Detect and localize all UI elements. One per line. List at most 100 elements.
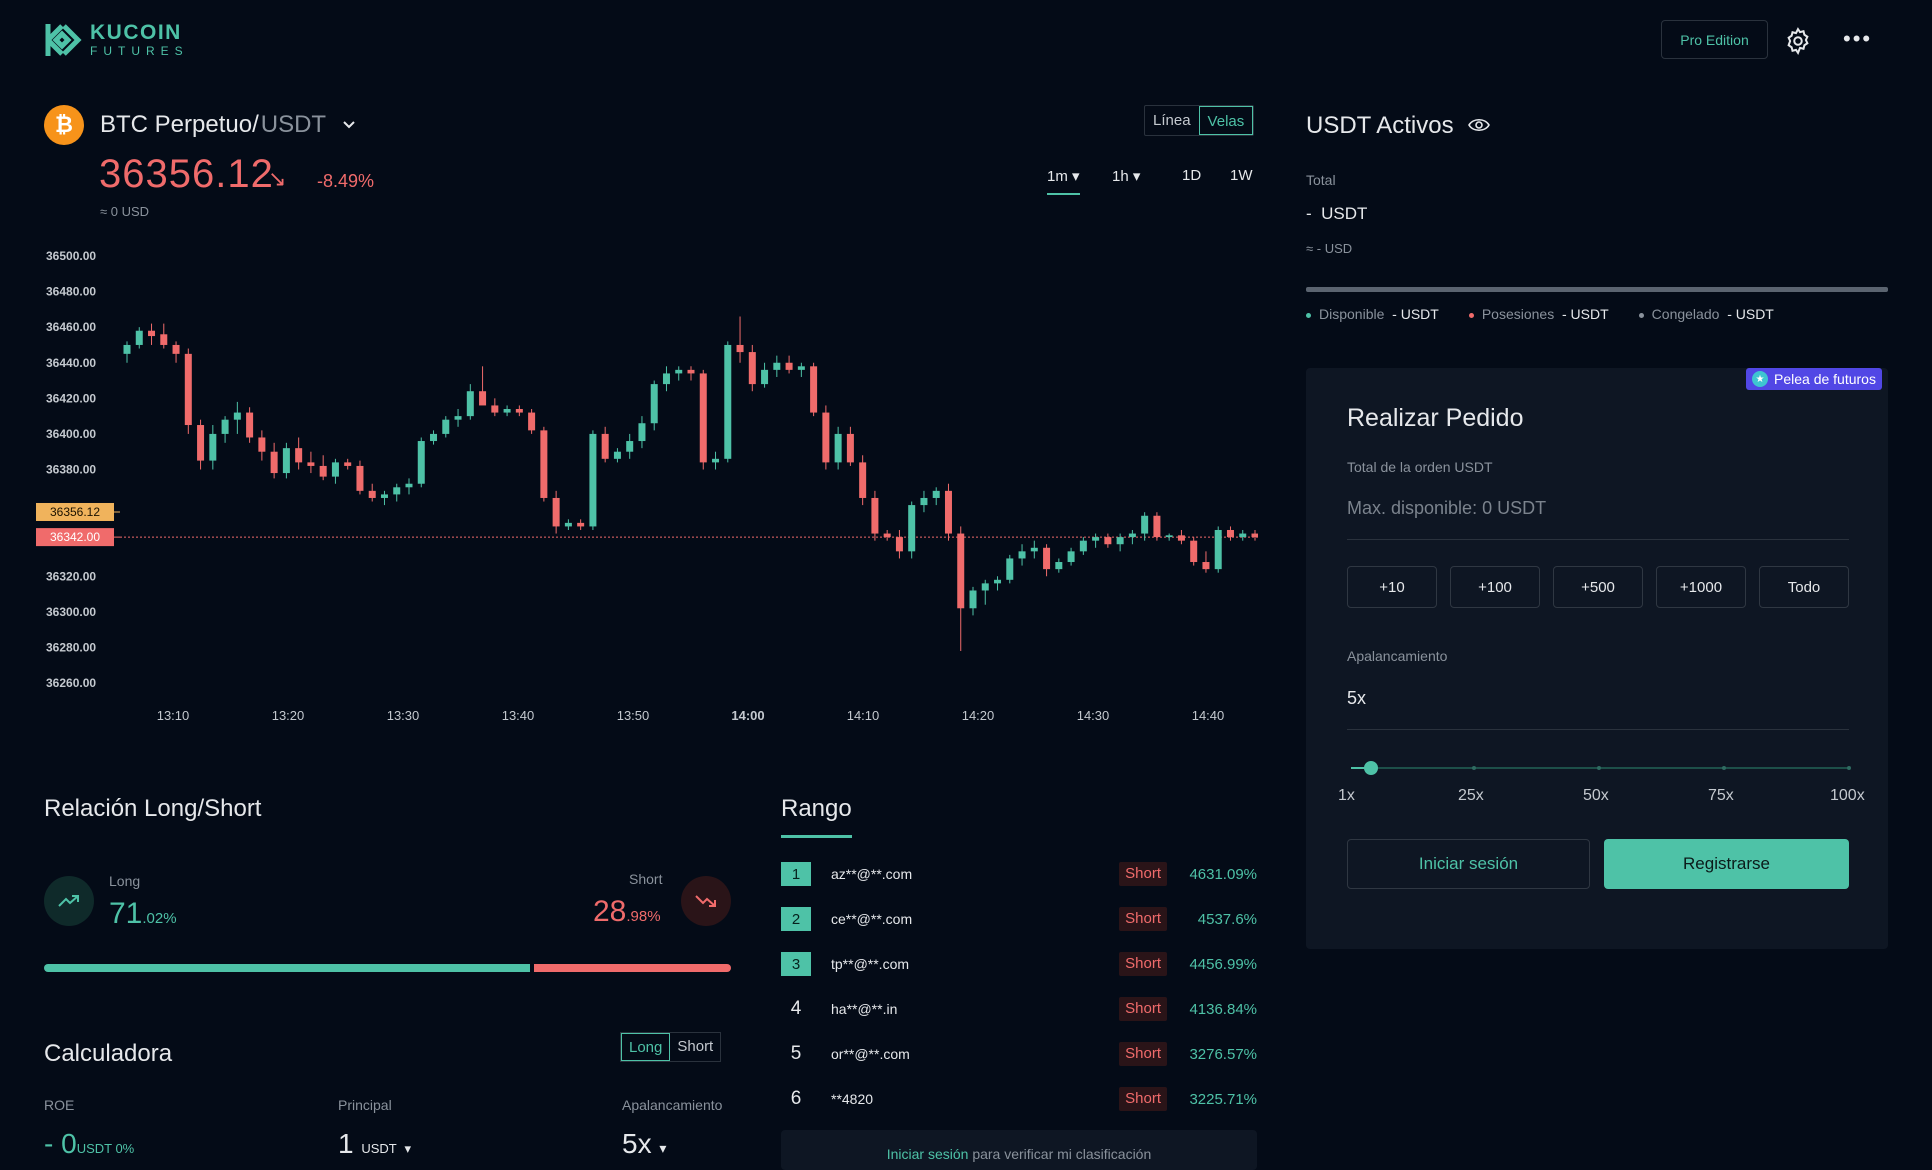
candle bbox=[356, 465, 364, 491]
candle bbox=[1067, 551, 1075, 563]
candle bbox=[258, 437, 266, 452]
candle bbox=[368, 490, 376, 498]
positions-dot bbox=[1468, 312, 1474, 318]
caret-down-icon: ▾ bbox=[1132, 168, 1141, 185]
ranking-tab[interactable]: Rango bbox=[781, 795, 852, 838]
futures-battle-label: Pelea de futuros bbox=[1774, 371, 1876, 387]
quick-add-all-button[interactable]: Todo bbox=[1759, 566, 1849, 608]
rank-number: 5 bbox=[790, 1043, 802, 1064]
quick-add-100-button[interactable]: +100 bbox=[1450, 566, 1540, 608]
candle bbox=[344, 462, 352, 466]
x-tick-label: 13:30 bbox=[387, 708, 420, 723]
pro-edition-button[interactable]: Pro Edition bbox=[1661, 20, 1768, 59]
x-tick-label: 13:40 bbox=[502, 708, 535, 723]
settings-gear-icon[interactable] bbox=[1783, 26, 1813, 61]
candle bbox=[454, 416, 462, 420]
leverage-slider-handle[interactable] bbox=[1363, 761, 1378, 775]
roe-unit: USDT 0% bbox=[76, 1141, 135, 1156]
quick-add-1000-button[interactable]: +1000 bbox=[1656, 566, 1746, 608]
rank-email: or**@**.com bbox=[831, 1046, 910, 1062]
futures-battle-tag[interactable]: ★ Pelea de futuros bbox=[1746, 368, 1882, 390]
eye-icon[interactable] bbox=[1467, 112, 1490, 140]
ranking-row[interactable]: 4 ha**@**.in Short 4136.84% bbox=[781, 994, 1257, 1024]
timeframe-1d[interactable]: 1D bbox=[1182, 167, 1202, 184]
kucoin-logo[interactable]: KUCOIN FUTURES bbox=[44, 20, 189, 60]
ranking-row[interactable]: 2 ce**@**.com Short 4537.6% bbox=[781, 904, 1257, 934]
x-tick-label: 14:10 bbox=[847, 708, 880, 723]
candle bbox=[761, 369, 769, 385]
long-short-title: Relación Long/Short bbox=[44, 795, 262, 822]
candle bbox=[564, 522, 572, 527]
principal-input[interactable]: 1 USDT ▾ bbox=[338, 1128, 411, 1160]
candlestick-chart[interactable]: 36500.00 36480.00 36460.00 36440.00 36420.00… bbox=[36, 240, 1258, 730]
candle bbox=[675, 369, 683, 374]
order-amount-input[interactable]: Max. disponible: 0 USDT bbox=[1347, 498, 1849, 540]
register-button[interactable]: Registrarse bbox=[1604, 839, 1849, 889]
candle bbox=[662, 373, 670, 385]
logo-sub-text: FUTURES bbox=[90, 44, 189, 58]
candle bbox=[822, 412, 830, 463]
legend-available-value: - USDT bbox=[1392, 306, 1439, 322]
slider-label-50x: 50x bbox=[1583, 787, 1609, 804]
ranking-login-link[interactable]: Iniciar sesión bbox=[886, 1146, 969, 1162]
candle bbox=[417, 441, 425, 484]
leverage-input[interactable]: 5x bbox=[1347, 688, 1849, 730]
legend-available-label: Disponible bbox=[1319, 306, 1385, 322]
timeframe-1m[interactable]: 1m ▾ bbox=[1047, 167, 1080, 195]
calc-long-tab[interactable]: Long bbox=[621, 1033, 671, 1061]
available-dot bbox=[1306, 312, 1311, 318]
quick-add-10-button[interactable]: +10 bbox=[1347, 566, 1437, 608]
slider-tick bbox=[1847, 766, 1851, 770]
candle bbox=[528, 412, 536, 431]
rank-roe: 4537.6% bbox=[1197, 910, 1257, 928]
candle bbox=[748, 352, 756, 385]
ranking-footer-text: para verificar mi clasificación bbox=[972, 1146, 1152, 1162]
leverage-slider-fill bbox=[1351, 767, 1371, 769]
short-label: Short bbox=[629, 871, 663, 887]
y-tick-label: 36280.00 bbox=[46, 640, 96, 654]
rank-side-badge: Short bbox=[1119, 1087, 1167, 1111]
long-ratio-dec: .02% bbox=[142, 910, 177, 927]
calc-leverage-select[interactable]: 5x ▾ bbox=[622, 1128, 666, 1160]
ranking-row[interactable]: 3 tp**@**.com Short 4456.99% bbox=[781, 949, 1257, 979]
rank-number: 2 bbox=[781, 907, 811, 931]
ranking-row[interactable]: 1 az**@**.com Short 4631.09% bbox=[781, 859, 1257, 889]
candle bbox=[1006, 558, 1014, 580]
rank-side-badge: Short bbox=[1119, 1042, 1167, 1066]
assets-title: USDT Activos bbox=[1306, 112, 1454, 139]
timeframe-1w[interactable]: 1W bbox=[1230, 167, 1253, 184]
quick-add-500-button[interactable]: +500 bbox=[1553, 566, 1643, 608]
candle bbox=[871, 497, 879, 534]
rank-number: 3 bbox=[781, 952, 811, 976]
candles-view-button[interactable]: Velas bbox=[1198, 106, 1254, 135]
login-button[interactable]: Iniciar sesión bbox=[1347, 839, 1590, 889]
candle bbox=[270, 451, 278, 474]
candle bbox=[295, 448, 303, 463]
candle bbox=[1128, 533, 1136, 538]
timeframe-1h[interactable]: 1h ▾ bbox=[1112, 167, 1140, 185]
bitcoin-icon: ₿ bbox=[44, 105, 84, 145]
calc-short-tab[interactable]: Short bbox=[677, 1038, 714, 1055]
rank-email: **4820 bbox=[831, 1091, 874, 1107]
candle bbox=[589, 433, 597, 527]
more-menu-icon[interactable]: ••• bbox=[1843, 26, 1873, 51]
candle bbox=[859, 462, 867, 498]
rank-side-badge: Short bbox=[1119, 907, 1167, 931]
ranking-row[interactable]: 5 or**@**.com Short 3276.57% bbox=[781, 1039, 1257, 1069]
leverage-label: Apalancamiento bbox=[1347, 648, 1448, 664]
rank-roe: 3276.57% bbox=[1189, 1045, 1257, 1063]
rank-roe: 3225.71% bbox=[1189, 1090, 1257, 1108]
pair-base: BTC Perpetuo/ bbox=[100, 111, 259, 138]
y-tick-label: 36300.00 bbox=[46, 605, 96, 619]
calculator-side-toggle: Long Short bbox=[620, 1032, 722, 1062]
legend-frozen-label: Congelado bbox=[1651, 306, 1720, 322]
ranking-row[interactable]: 6 **4820 Short 3225.71% bbox=[781, 1084, 1257, 1114]
y-tick-label: 36420.00 bbox=[46, 391, 96, 405]
long-ratio-int: 71 bbox=[109, 897, 143, 930]
candle bbox=[994, 579, 1002, 584]
pair-selector[interactable]: BTC Perpetuo/ USDT bbox=[100, 111, 356, 139]
candle bbox=[736, 344, 744, 353]
rank-roe: 4456.99% bbox=[1189, 955, 1257, 973]
candle bbox=[184, 353, 192, 426]
line-view-button[interactable]: Línea bbox=[1153, 112, 1191, 129]
